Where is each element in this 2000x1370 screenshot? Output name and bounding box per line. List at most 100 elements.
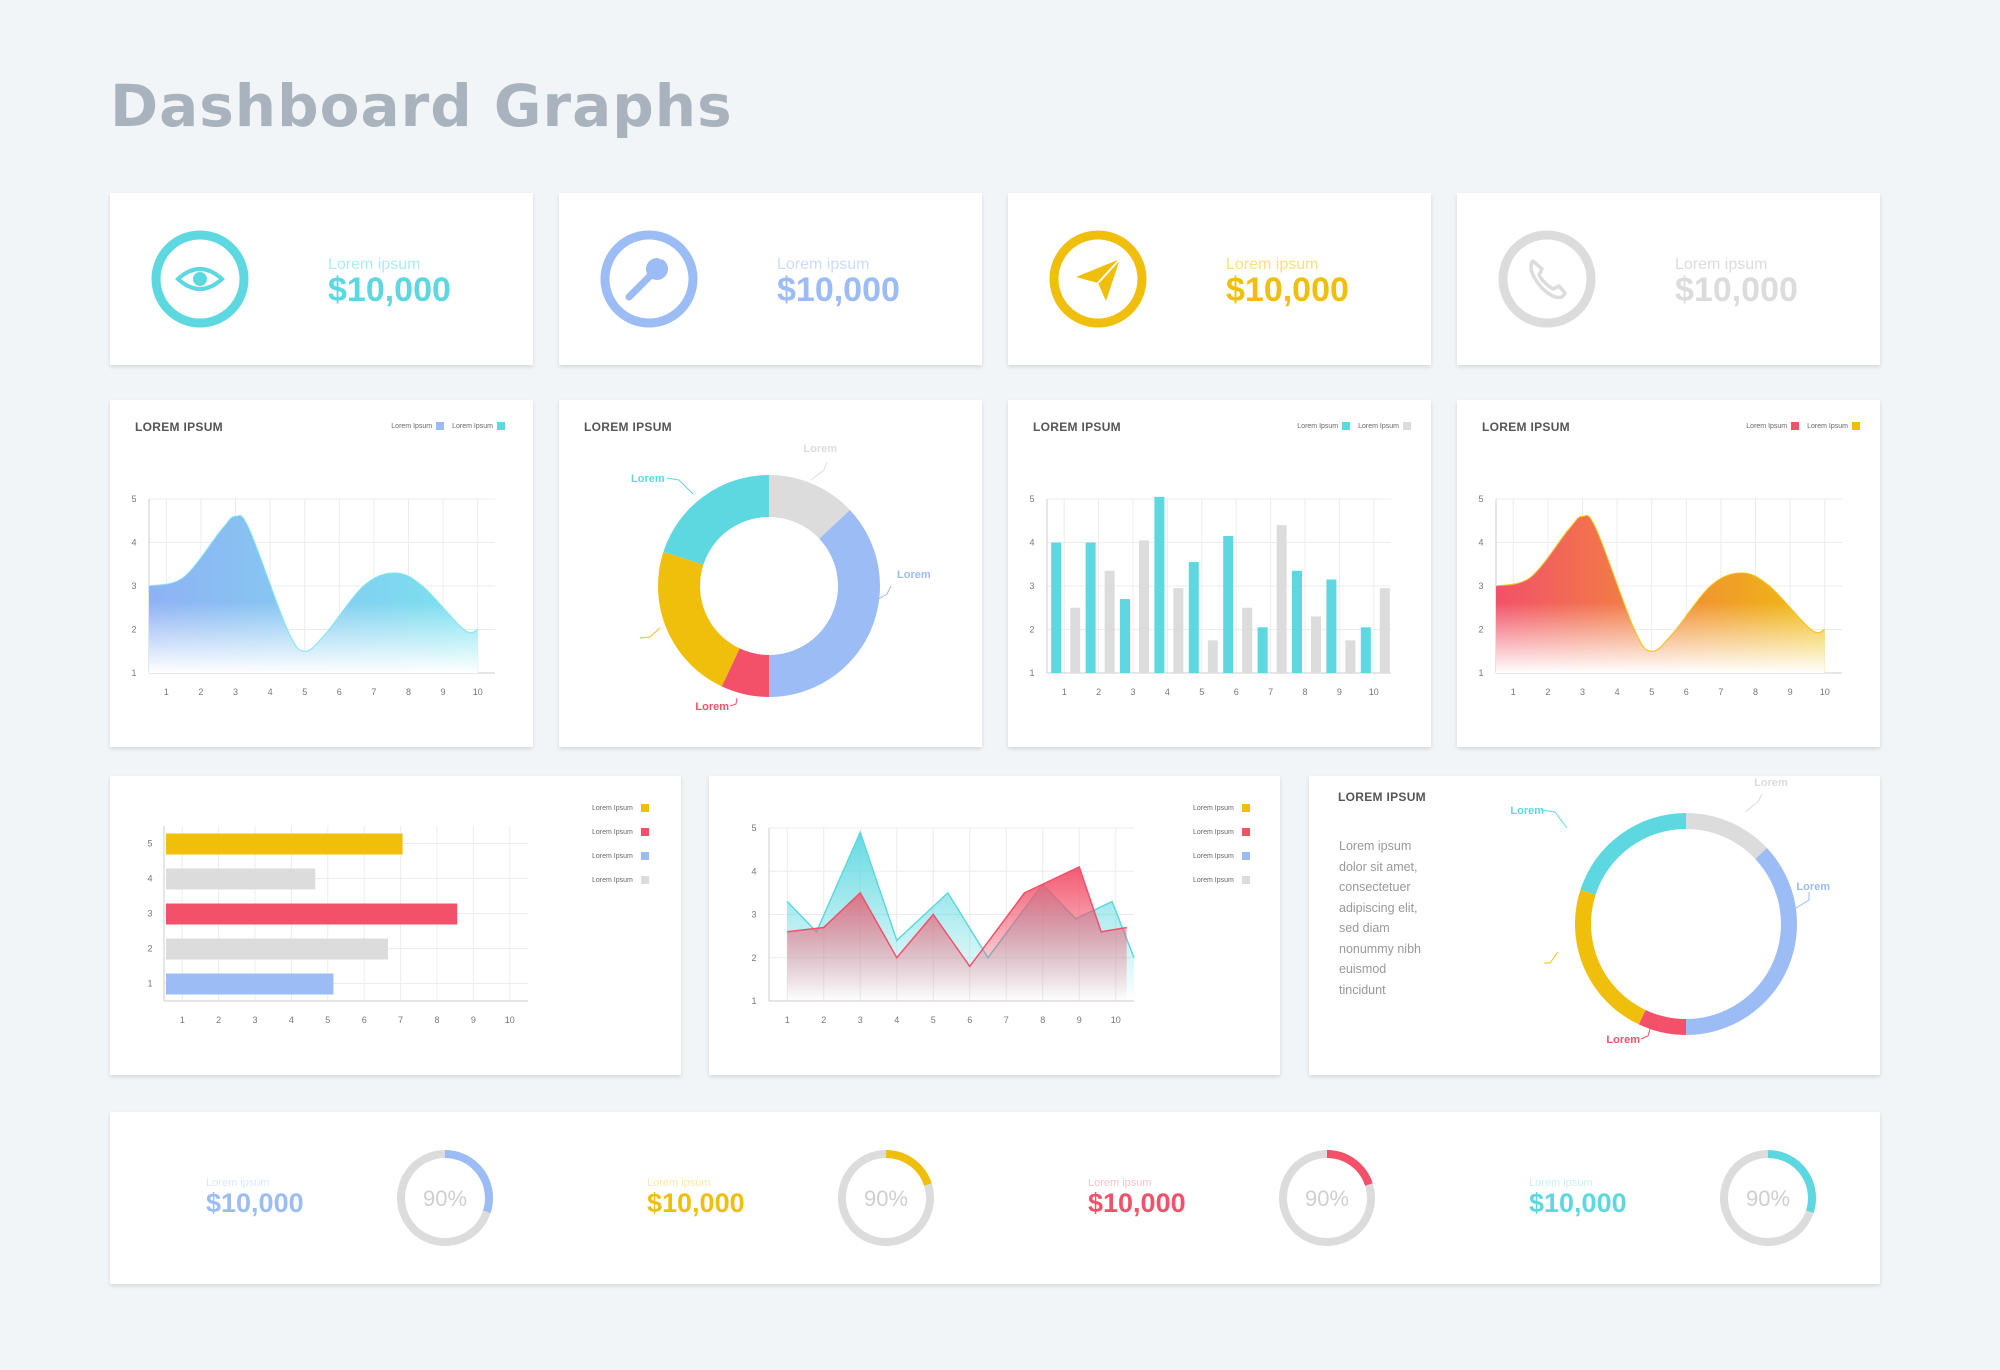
legend: Lorem Ipsum Lorem Ipsum Lorem Ipsum Lore…: [592, 796, 649, 892]
legend: Lorem Ipsum Lorem Ipsum Lorem Ipsum Lore…: [1193, 796, 1250, 892]
donut-slice: [1638, 1009, 1686, 1035]
bar: [1051, 542, 1062, 673]
x-tick-label: 4: [268, 687, 273, 697]
x-tick-label: 10: [1820, 687, 1830, 697]
kpi-item[interactable]: Lorem ipsum $10,000 90%: [110, 1112, 550, 1284]
kpi-item[interactable]: Lorem ipsum $10,000 90%: [992, 1112, 1432, 1284]
legend-label: Lorem Ipsum: [1193, 828, 1234, 836]
leader-line: [1544, 951, 1559, 964]
slice-label: Lorem: [1606, 1034, 1640, 1046]
legend-swatch: [436, 422, 445, 430]
stat-label: Lorem ipsum: [1226, 256, 1319, 273]
legend: Lorem Ipsum Lorem Ipsum: [1297, 422, 1411, 430]
x-tick-label: 1: [1062, 687, 1067, 697]
legend-label: Lorem Ipsum: [592, 828, 633, 836]
donut-slice: [663, 475, 769, 565]
legend-label: Lorem Ipsum: [592, 804, 633, 812]
leader-line: [810, 461, 828, 481]
x-tick-label: 10: [473, 687, 483, 697]
bar: [1276, 525, 1287, 673]
y-tick-label: 3: [751, 910, 756, 920]
phone-icon: [1498, 230, 1596, 328]
legend-label: Lorem Ipsum: [1297, 422, 1339, 430]
legend-swatch: [497, 422, 505, 430]
x-tick-label: 1: [785, 1015, 790, 1025]
y-tick-label: 1: [1478, 668, 1483, 678]
x-tick-label: 5: [302, 687, 307, 697]
y-tick-label: 5: [147, 839, 152, 849]
kpi-item[interactable]: Lorem ipsum $10,000 90%: [551, 1112, 991, 1284]
legend-swatch: [1241, 804, 1250, 812]
kpi-item[interactable]: Lorem ipsum $10,000 90%: [1433, 1112, 1873, 1284]
legend-swatch: [1342, 422, 1351, 430]
legend-label: Lorem Ipsum: [1358, 422, 1399, 430]
kpi-value: $10,000: [1088, 1188, 1186, 1218]
bar: [1360, 627, 1371, 673]
eye-icon: [151, 230, 249, 328]
progress-ring: 90%: [838, 1150, 934, 1246]
leader-line: [1640, 1028, 1651, 1040]
stat-card-views[interactable]: Lorem ipsum $10,000: [110, 193, 533, 365]
x-tick-label: 6: [1234, 687, 1239, 697]
y-tick-label: 4: [147, 874, 152, 884]
stat-card-tools[interactable]: Lorem ipsum $10,000: [559, 193, 982, 365]
y-tick-label: 3: [147, 909, 152, 919]
bar: [1326, 579, 1337, 673]
x-tick-label: 9: [441, 687, 446, 697]
legend-swatch: [1241, 852, 1250, 860]
x-tick-label: 5: [1649, 687, 1654, 697]
legend-label: Lorem Ipsum: [1193, 852, 1234, 860]
stat-value: $10,000: [1226, 271, 1349, 309]
x-tick-label: 7: [1004, 1015, 1009, 1025]
bar: [166, 833, 403, 855]
y-tick-label: 1: [131, 668, 136, 678]
x-tick-label: 3: [233, 687, 238, 697]
ring-progress: [397, 1150, 493, 1246]
y-tick-label: 2: [1478, 625, 1483, 635]
paper-plane-icon: [1049, 230, 1147, 328]
donut-slice: [769, 475, 850, 539]
ring-percent: 90%: [864, 1186, 908, 1211]
ring-progress: [1720, 1150, 1816, 1246]
x-tick-label: 6: [337, 687, 342, 697]
x-tick-label: 3: [252, 1015, 257, 1025]
y-tick-label: 5: [751, 823, 756, 833]
stat-card-calls[interactable]: Lorem ipsum $10,000: [1457, 193, 1880, 365]
x-tick-label: 2: [198, 687, 203, 697]
x-tick-label: 8: [1302, 687, 1307, 697]
x-tick-label: 2: [1545, 687, 1550, 697]
y-tick-label: 3: [131, 581, 136, 591]
bar: [1188, 562, 1199, 673]
ring-progress: [1279, 1150, 1375, 1246]
bar: [1139, 540, 1149, 673]
stat-value: $10,000: [777, 271, 900, 309]
ring-progress: [838, 1150, 934, 1246]
bar: [1173, 588, 1184, 673]
y-tick-label: 5: [1029, 494, 1034, 504]
x-tick-label: 8: [1040, 1015, 1045, 1025]
bar: [166, 973, 334, 995]
x-tick-label: 3: [1130, 687, 1135, 697]
area-fade: [1496, 515, 1825, 673]
legend-label: Lorem Ipsum: [1193, 804, 1234, 812]
stat-card-sent[interactable]: Lorem ipsum $10,000: [1008, 193, 1431, 365]
x-tick-label: 6: [1684, 687, 1689, 697]
bar: [166, 868, 316, 890]
bar: [1120, 599, 1130, 673]
donut-slice: [1575, 889, 1646, 1025]
legend-label: Lorem Ipsum: [592, 852, 633, 860]
bar: [1345, 640, 1356, 673]
x-tick-label: 2: [821, 1015, 826, 1025]
stat-label: Lorem ipsum: [1675, 256, 1768, 273]
bar: [166, 938, 389, 960]
bar: [1242, 607, 1253, 673]
kpi-strip: Lorem ipsum $10,000 90% Lorem ipsum $10,…: [110, 1112, 1880, 1284]
legend-label: Lorem Ipsum: [1807, 422, 1848, 430]
x-tick-label: 1: [1511, 687, 1516, 697]
x-tick-label: 3: [1580, 687, 1585, 697]
wrench-icon: [600, 230, 698, 328]
legend-label: Lorem Ipsum: [391, 422, 433, 430]
kpi-value: $10,000: [647, 1188, 745, 1218]
slice-label: Lorem: [631, 473, 665, 485]
x-tick-label: 8: [1753, 687, 1758, 697]
